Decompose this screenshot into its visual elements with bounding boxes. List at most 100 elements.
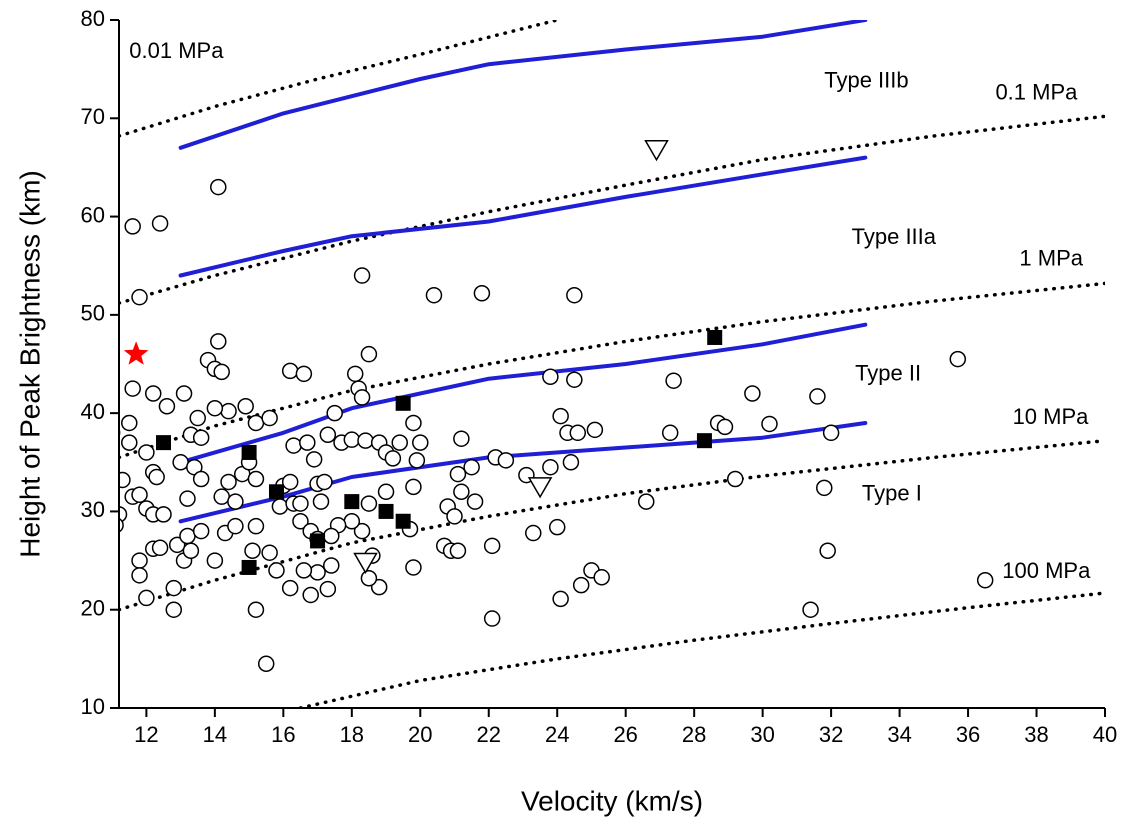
data-point bbox=[343, 513, 361, 530]
data-point bbox=[644, 139, 669, 162]
data-point bbox=[165, 601, 183, 618]
data-point bbox=[155, 506, 172, 523]
data-point bbox=[360, 495, 378, 512]
data-point bbox=[138, 589, 155, 607]
data-point bbox=[405, 478, 422, 496]
data-point bbox=[425, 286, 443, 304]
data-point bbox=[395, 395, 411, 411]
data-point bbox=[353, 389, 371, 406]
data-point bbox=[281, 362, 299, 380]
data-point bbox=[189, 409, 206, 427]
data-point bbox=[357, 432, 374, 449]
data-point bbox=[391, 434, 408, 451]
data-point bbox=[156, 435, 172, 451]
data-point bbox=[446, 508, 463, 525]
data-point bbox=[302, 586, 319, 604]
data-point bbox=[247, 470, 265, 488]
data-point bbox=[949, 350, 967, 368]
data-point bbox=[172, 454, 189, 471]
data-point bbox=[305, 451, 323, 468]
data-point bbox=[168, 536, 186, 554]
data-point bbox=[268, 484, 284, 500]
data-point bbox=[220, 402, 237, 420]
data-point bbox=[227, 517, 244, 535]
data-point bbox=[131, 288, 148, 306]
data-point bbox=[257, 655, 275, 673]
x-tick-label: 36 bbox=[956, 722, 980, 747]
type-curve bbox=[178, 155, 868, 278]
data-point bbox=[319, 426, 337, 444]
data-point bbox=[405, 414, 422, 432]
data-point bbox=[316, 473, 333, 491]
annotation: 100 MPa bbox=[1002, 558, 1091, 583]
data-point bbox=[182, 542, 200, 559]
data-point bbox=[466, 493, 484, 510]
data-point bbox=[192, 522, 210, 540]
data-point bbox=[816, 479, 833, 497]
data-point bbox=[802, 601, 819, 618]
x-tick-label: 34 bbox=[887, 722, 911, 747]
data-point bbox=[312, 493, 330, 510]
data-point bbox=[377, 483, 395, 501]
data-point bbox=[360, 570, 378, 587]
data-point bbox=[542, 368, 559, 386]
data-point bbox=[121, 434, 138, 451]
data-point bbox=[353, 522, 371, 540]
annotation: Type II bbox=[855, 361, 921, 386]
plot-area bbox=[119, 20, 1105, 708]
data-point bbox=[206, 399, 224, 417]
data-point bbox=[210, 178, 227, 196]
data-point bbox=[593, 569, 610, 586]
data-point bbox=[295, 562, 313, 579]
data-point bbox=[566, 371, 583, 388]
x-tick-label: 30 bbox=[750, 722, 774, 747]
data-point bbox=[696, 433, 712, 449]
data-point bbox=[343, 431, 361, 448]
data-point bbox=[292, 513, 309, 530]
y-tick-label: 10 bbox=[81, 694, 105, 719]
data-point bbox=[326, 404, 343, 422]
data-point bbox=[661, 424, 679, 442]
data-point bbox=[473, 284, 491, 302]
data-point bbox=[247, 414, 265, 432]
y-axis-title: Height of Peak Brightness (km) bbox=[14, 170, 45, 558]
data-point bbox=[227, 493, 244, 510]
data-point bbox=[192, 470, 210, 488]
data-point bbox=[370, 578, 388, 596]
x-tick-label: 18 bbox=[340, 722, 364, 747]
annotation: 0.01 MPa bbox=[129, 38, 224, 63]
type-curve bbox=[178, 20, 868, 150]
x-axis-title: Velocity (km/s) bbox=[521, 785, 703, 816]
data-point bbox=[285, 437, 302, 454]
data-point bbox=[552, 590, 569, 608]
x-tick-label: 26 bbox=[613, 722, 637, 747]
data-point bbox=[131, 567, 148, 584]
data-point bbox=[449, 542, 467, 559]
data-point bbox=[131, 552, 148, 569]
data-point bbox=[319, 580, 337, 598]
data-point bbox=[119, 428, 121, 438]
annotation: Type I bbox=[862, 481, 922, 506]
x-tick-label: 38 bbox=[1024, 722, 1048, 747]
data-point bbox=[124, 218, 141, 235]
data-point bbox=[405, 559, 422, 576]
data-point bbox=[213, 363, 230, 381]
pressure-line bbox=[119, 20, 559, 138]
data-point bbox=[408, 452, 426, 469]
data-point bbox=[353, 267, 371, 284]
data-point bbox=[483, 537, 501, 555]
data-point bbox=[206, 552, 224, 569]
data-point bbox=[247, 517, 265, 535]
data-point bbox=[572, 576, 590, 594]
data-point bbox=[281, 473, 299, 491]
data-point bbox=[124, 380, 141, 397]
data-point bbox=[261, 409, 278, 427]
data-point bbox=[179, 490, 196, 507]
data-point bbox=[483, 610, 501, 627]
data-point bbox=[210, 333, 227, 350]
data-point bbox=[378, 503, 394, 519]
data-point bbox=[261, 544, 278, 561]
data-point bbox=[151, 215, 169, 232]
data-point bbox=[548, 518, 566, 536]
data-point bbox=[819, 542, 836, 559]
